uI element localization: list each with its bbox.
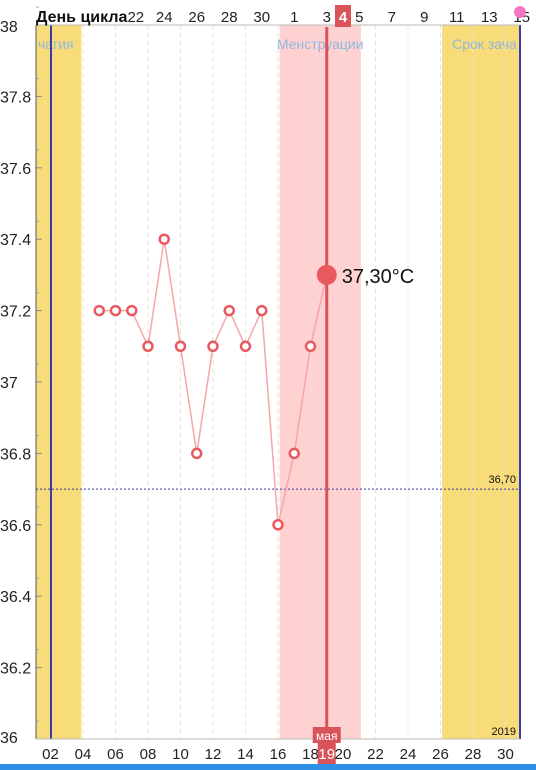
bottom-nav-bar: [0, 764, 536, 770]
band-label: чагия: [38, 36, 74, 52]
band-menstruation: [279, 25, 361, 739]
data-point: [126, 304, 138, 317]
month-label-bg: [312, 727, 341, 743]
y-tick-label: 36.6: [0, 518, 31, 535]
y-tick-label: 36.8: [0, 446, 31, 463]
date-tick-label: 04: [75, 746, 92, 763]
cycle-day-label: 26: [188, 9, 205, 26]
data-point: [239, 340, 252, 353]
data-point: [272, 519, 284, 531]
date-tick-label: 26: [432, 746, 449, 763]
y-tick-label: 37.4: [0, 232, 31, 249]
y-tick-label: 36.4: [0, 589, 31, 606]
date-tick-label: 08: [140, 746, 157, 763]
date-tick-label: 14: [237, 746, 254, 763]
cycle-day-label: 13: [481, 9, 498, 26]
data-point: [207, 340, 219, 353]
coverline-group: 36,70: [36, 474, 520, 490]
cycle-day-label: 11: [449, 9, 465, 26]
header: День цикла: [36, 9, 127, 26]
y-tick-label: 36.2: [0, 661, 31, 678]
date-tick-label: 02: [42, 746, 59, 763]
data-point: [174, 340, 187, 353]
y-tick-label: 37: [0, 375, 18, 392]
band-fertile: [442, 25, 520, 739]
current-point: [316, 264, 337, 285]
data-point: [158, 233, 170, 245]
date-tick-label: 20: [335, 746, 352, 763]
cycle-day-title: День цикла: [36, 9, 127, 26]
data-point: [223, 304, 235, 317]
y-tick-label: 36: [0, 730, 18, 747]
y-tick-label: 37.6: [0, 161, 31, 178]
cycle-day-label: 9: [420, 9, 428, 26]
date-tick-label: 24: [400, 746, 417, 763]
date-tick-label: 12: [205, 746, 222, 763]
data-point: [109, 304, 122, 317]
y-tick-label: 37.8: [0, 89, 31, 106]
band-fertile: [36, 25, 82, 739]
y-tick-label: 37.2: [0, 304, 31, 321]
axes: 3636.236.436.636.83737.237.437.637.83822…: [0, 5, 530, 764]
date-tick-label: 30: [497, 746, 514, 763]
data-point: [191, 447, 203, 460]
data-point: [256, 304, 268, 317]
data-point: [304, 340, 317, 353]
date-tick-label: 22: [367, 746, 384, 763]
period-bands: чагия Менструации Срок зача: [36, 25, 520, 739]
y-tick-label: 38: [0, 19, 18, 36]
current-value-label: 37,30°C: [342, 266, 415, 288]
data-point: [93, 304, 105, 317]
current-day[interactable]: мая 37,30°C: [312, 27, 415, 743]
coverline-label: 36,70: [488, 474, 516, 486]
cycle-day-label: 4: [339, 9, 348, 26]
date-tick-label: 18: [302, 746, 319, 763]
date-tick-label: 06: [107, 746, 124, 763]
date-highlight: [317, 742, 336, 764]
month-label: мая: [316, 729, 337, 743]
date-tick-label: 28: [465, 746, 482, 763]
cycle-day-label: 28: [221, 9, 238, 26]
year-label: 2019: [492, 726, 516, 738]
date-tick-label: 19: [318, 746, 335, 763]
date-tick-label: 10: [172, 746, 189, 763]
cycle-day-label: 24: [156, 9, 173, 26]
cycle-day-label: 3: [323, 9, 331, 26]
band-label: Менструации: [277, 36, 364, 52]
cycle-day-label: 22: [127, 9, 144, 26]
cycle-day-label: 1: [290, 9, 298, 26]
date-tick-label: 16: [270, 746, 287, 763]
grid: [50, 25, 506, 739]
cycle-day-label: 7: [388, 9, 396, 26]
band-label: Срок зача: [452, 36, 517, 52]
cycle-day-label: 30: [253, 9, 270, 26]
data-point: [142, 340, 154, 353]
header-pink-dot: [514, 6, 526, 18]
cycle-day-highlight: [335, 5, 351, 27]
temperature-series[interactable]: [93, 233, 328, 531]
data-point: [288, 447, 300, 460]
cycle-day-label: 5: [355, 9, 363, 26]
